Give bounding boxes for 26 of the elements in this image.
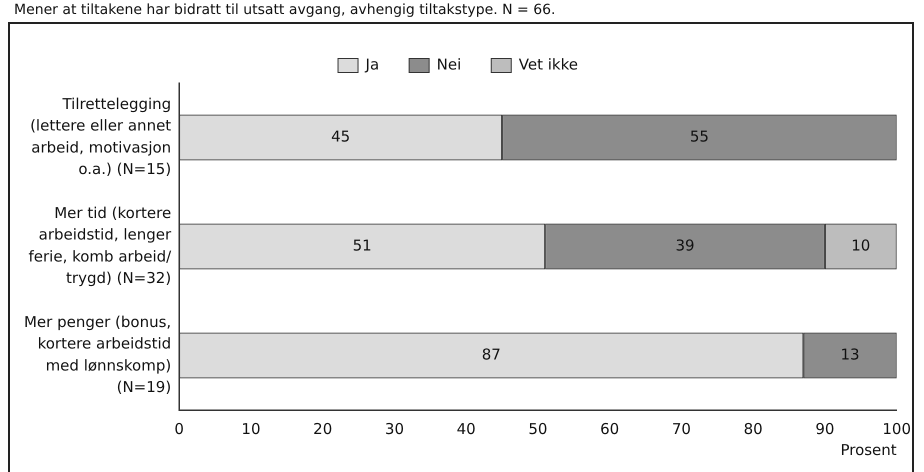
x-tick-label: 30: [384, 420, 404, 438]
data-label: 10: [851, 236, 870, 254]
x-tick-label: 50: [528, 420, 548, 438]
x-tick-label: 80: [744, 420, 763, 438]
x-tick-label: 0: [174, 420, 184, 438]
x-tick-label: 90: [815, 420, 834, 438]
x-axis-title: Prosent: [840, 440, 897, 459]
legend-label: Vet ikke: [518, 55, 578, 74]
x-tick-label: 20: [313, 420, 332, 438]
data-label: 51: [352, 236, 372, 254]
x-tick-label: 60: [600, 420, 620, 438]
legend-label: Ja: [364, 55, 380, 74]
data-label: 55: [690, 127, 709, 146]
y-tick-label: Tilrettelegging (lettere eller annet arbeid, motivasjon o.a.) (N=15): [30, 94, 172, 178]
data-label: 87: [482, 345, 501, 364]
x-tick-label: 70: [672, 420, 691, 438]
data-label: 45: [331, 127, 350, 146]
x-tick-label: 40: [456, 420, 476, 438]
data-label: 39: [675, 236, 695, 254]
chart-title: Mener at tiltakene har bidratt til utsatt avgang, avhengig tiltakstype. N = 66.: [14, 1, 556, 19]
x-tick-label: 100: [882, 420, 912, 438]
y-tick-label: Mer penger (bonus, kortere arbeidstid med lønnskomp) (N=19): [24, 312, 172, 396]
data-label: 13: [840, 345, 860, 364]
x-tick-label: 10: [241, 420, 260, 438]
y-tick-label: Mer tid (kortere arbeidstid, lenger ferie, komb arbeid/ trygd) (N=32): [28, 204, 172, 288]
legend-label: Nei: [436, 55, 462, 74]
